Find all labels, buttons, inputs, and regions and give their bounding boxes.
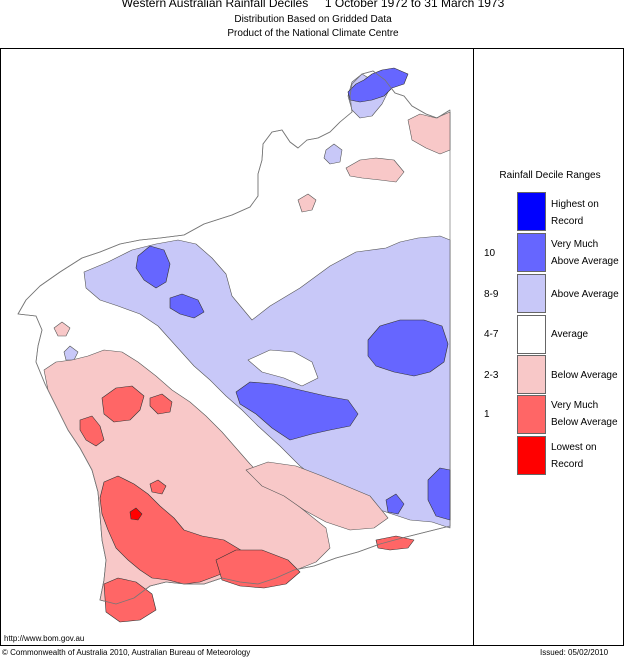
- legend-code-1: 1: [484, 409, 490, 420]
- zone-below-average-northeast: [407, 111, 451, 155]
- legend-title: Rainfall Decile Ranges: [499, 170, 601, 181]
- legend-label-line-1: Highest on: [551, 199, 599, 210]
- zone-very-much-above-central: [235, 381, 359, 441]
- zone-very-much-above-gascoyne: [169, 293, 205, 319]
- zone-below-average-coastal: [297, 193, 317, 213]
- legend-label-below-average: Below Average: [551, 370, 618, 381]
- zone-very-much-below-southeast: [215, 549, 301, 589]
- legend-label-line-1: Very Much: [551, 400, 599, 411]
- zone-above-average-coast: [63, 345, 79, 361]
- issued-date: Issued: 05/02/2010: [540, 648, 609, 657]
- legend-swatch-lowest-on-record: [517, 436, 546, 475]
- legend-label-line-2: Record: [551, 216, 584, 227]
- coastline: [17, 70, 451, 605]
- legend-code-4-7: 4-7: [484, 329, 499, 340]
- zone-very-much-below-small-2: [79, 415, 105, 447]
- zone-very-much-above-north: [347, 67, 409, 103]
- rainfall-decile-map: [17, 67, 451, 623]
- legend-code-8-9: 8-9: [484, 289, 499, 300]
- legend-swatch-very-much-below-average: [517, 395, 546, 434]
- bom-website-link[interactable]: http://www.bom.gov.au: [4, 634, 85, 643]
- map-panel: [0, 48, 474, 646]
- zone-very-much-below-coast-east: [375, 535, 415, 551]
- map-subtitle-method: Distribution Based on Gridded Data: [234, 14, 392, 25]
- zone-very-much-above-east: [367, 319, 449, 377]
- zone-very-much-below-small-3: [149, 479, 167, 495]
- legend-swatch-above-average: [517, 274, 546, 313]
- legend-label-lowest-on-record: Lowest on Record: [551, 439, 597, 473]
- copyright-notice: © Commonwealth of Australia 2010, Austra…: [2, 648, 251, 657]
- map-title: Western Australian Rainfall Deciles 1 Oc…: [121, 0, 505, 10]
- zone-very-much-below-northwest: [101, 385, 145, 423]
- zone-very-much-below-small-1: [149, 393, 173, 415]
- frame-divider: [473, 48, 474, 646]
- zone-above-average-kimberley: [323, 143, 343, 165]
- zone-very-much-above-southeast: [427, 467, 451, 521]
- legend-label-line-2: Above Average: [551, 256, 619, 267]
- map-frame: [0, 48, 624, 646]
- zone-very-much-below-south: [103, 577, 157, 623]
- zone-very-much-above-pilbara: [135, 245, 171, 289]
- legend-swatch-highest-on-record: [517, 192, 546, 231]
- legend-label-line-2: Record: [551, 459, 584, 470]
- legend-code-2-3: 2-3: [484, 370, 499, 381]
- legend-swatch-average: [517, 315, 546, 354]
- map-subtitle-producer: Product of the National Climate Centre: [227, 28, 399, 39]
- legend-swatch-below-average: [517, 355, 546, 394]
- legend-label-line-1: Lowest on: [551, 442, 597, 453]
- legend-label-very-much-below-average: Very Much Below Average: [551, 397, 618, 431]
- legend-swatch-very-much-above-average: [517, 233, 546, 272]
- zone-very-much-above-small: [385, 493, 405, 515]
- zone-lowest-on-record: [129, 507, 143, 521]
- zone-below-average-kimberley: [345, 157, 405, 183]
- legend-label-line-2: Below Average: [551, 417, 618, 428]
- legend-label-average: Average: [551, 329, 589, 340]
- legend-label-line-1: Very Much: [551, 239, 599, 250]
- legend-label-above-average: Above Average: [551, 289, 619, 300]
- zone-below-average-west: [53, 321, 71, 337]
- legend-code-10: 10: [484, 248, 496, 259]
- zone-average-island: [247, 349, 319, 387]
- zone-very-much-below-central: [99, 475, 245, 585]
- zone-below-average-wheatbelt: [245, 461, 389, 531]
- legend-label-highest-on-record: Highest on Record: [551, 196, 599, 230]
- legend-label-very-much-above-average: Very Much Above Average: [551, 236, 619, 270]
